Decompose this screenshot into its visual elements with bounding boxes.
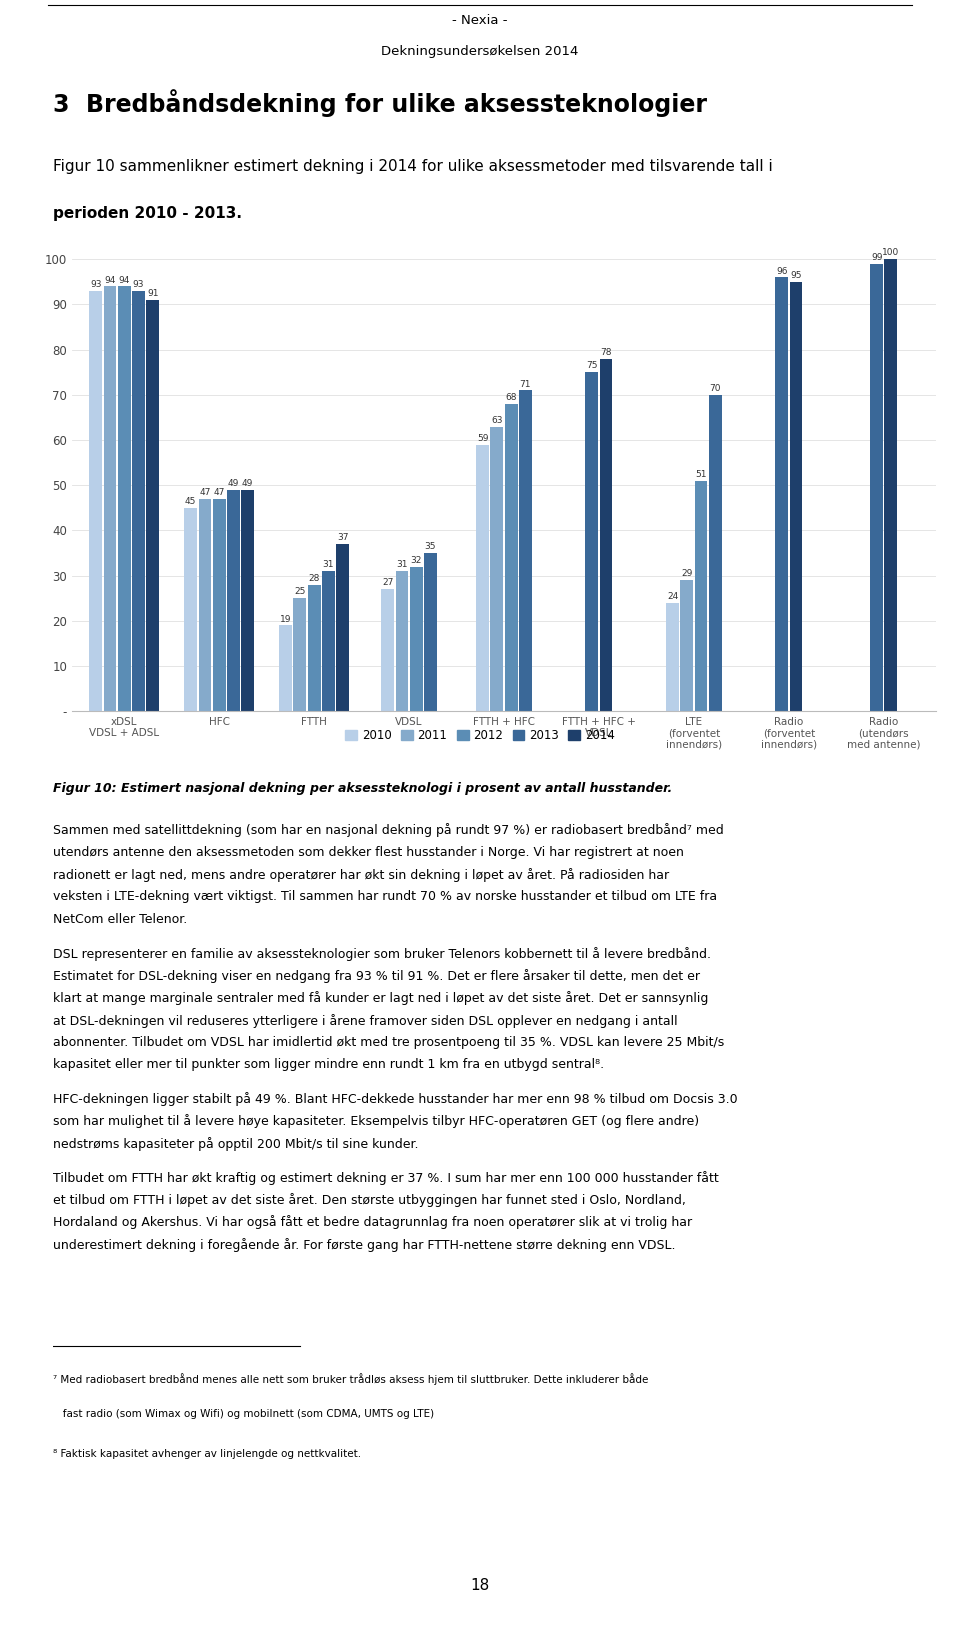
Bar bbox=[708, 396, 722, 711]
Text: 27: 27 bbox=[382, 579, 394, 587]
Text: 29: 29 bbox=[681, 569, 692, 579]
Text: 47: 47 bbox=[213, 487, 225, 497]
Bar bbox=[118, 286, 131, 711]
Text: klart at mange marginale sentraler med få kunder er lagt ned i løpet av det sist: klart at mange marginale sentraler med f… bbox=[53, 991, 708, 1006]
Text: NetCom eller Telenor.: NetCom eller Telenor. bbox=[53, 912, 187, 925]
Bar bbox=[336, 544, 349, 711]
Text: veksten i LTE-dekning vært viktigst. Til sammen har rundt 70 % av norske husstan: veksten i LTE-dekning vært viktigst. Til… bbox=[53, 891, 717, 904]
Bar bbox=[491, 427, 503, 711]
Bar bbox=[884, 260, 898, 711]
Text: Figur 10: Estimert nasjonal dekning per aksessteknologi i prosent av antall huss: Figur 10: Estimert nasjonal dekning per … bbox=[53, 782, 672, 795]
Text: utendørs antenne den aksessmetoden som dekker flest husstander i Norge. Vi har r: utendørs antenne den aksessmetoden som d… bbox=[53, 845, 684, 858]
Text: 78: 78 bbox=[600, 348, 612, 356]
Bar bbox=[666, 603, 679, 711]
Text: Figur 10 sammenlikner estimert dekning i 2014 for ulike aksessmetoder med tilsva: Figur 10 sammenlikner estimert dekning i… bbox=[53, 159, 773, 173]
Text: 37: 37 bbox=[337, 533, 348, 543]
Bar bbox=[519, 391, 532, 711]
Bar bbox=[322, 571, 335, 711]
Text: 24: 24 bbox=[667, 592, 678, 602]
Text: 91: 91 bbox=[147, 289, 158, 298]
Text: som har mulighet til å levere høye kapasiteter. Eksempelvis tilbyr HFC-operatøre: som har mulighet til å levere høye kapas… bbox=[53, 1115, 699, 1128]
Text: 28: 28 bbox=[308, 574, 320, 582]
Text: 96: 96 bbox=[776, 267, 787, 276]
Legend: 2010, 2011, 2012, 2013, 2014: 2010, 2011, 2012, 2013, 2014 bbox=[341, 724, 619, 747]
Bar bbox=[184, 508, 197, 711]
Bar bbox=[199, 499, 211, 711]
Bar bbox=[681, 580, 693, 711]
Bar bbox=[789, 281, 803, 711]
Bar bbox=[600, 358, 612, 711]
Bar bbox=[279, 625, 292, 711]
Bar bbox=[871, 263, 883, 711]
Bar bbox=[146, 299, 159, 711]
Text: nedstrøms kapasiteter på opptil 200 Mbit/s til sine kunder.: nedstrøms kapasiteter på opptil 200 Mbit… bbox=[53, 1136, 419, 1151]
Bar bbox=[213, 499, 226, 711]
Text: DSL representerer en familie av aksessteknologier som bruker Telenors kobbernett: DSL representerer en familie av aksesste… bbox=[53, 947, 710, 960]
Text: underestimert dekning i foregående år. For første gang har FTTH-nettene større d: underestimert dekning i foregående år. F… bbox=[53, 1238, 675, 1252]
Text: 31: 31 bbox=[396, 561, 408, 569]
Text: 70: 70 bbox=[709, 384, 721, 392]
Text: 45: 45 bbox=[185, 497, 197, 507]
Text: 31: 31 bbox=[323, 561, 334, 569]
Text: 93: 93 bbox=[132, 280, 144, 289]
Bar bbox=[396, 571, 408, 711]
Text: 95: 95 bbox=[790, 271, 802, 280]
Bar bbox=[132, 291, 145, 711]
Text: 75: 75 bbox=[586, 361, 597, 371]
Text: 35: 35 bbox=[424, 543, 436, 551]
Bar bbox=[294, 598, 306, 711]
Bar bbox=[505, 404, 517, 711]
Text: 93: 93 bbox=[90, 280, 102, 289]
Text: Dekningsundersøkelsen 2014: Dekningsundersøkelsen 2014 bbox=[381, 44, 579, 57]
Text: et tilbud om FTTH i løpet av det siste året. Den største utbyggingen har funnet : et tilbud om FTTH i løpet av det siste å… bbox=[53, 1194, 685, 1207]
Text: 100: 100 bbox=[882, 249, 900, 257]
Bar bbox=[776, 278, 788, 711]
Bar bbox=[424, 553, 437, 711]
Bar bbox=[381, 589, 395, 711]
Text: ⁸ Faktisk kapasitet avhenger av linjelengde og nettkvalitet.: ⁸ Faktisk kapasitet avhenger av linjelen… bbox=[53, 1449, 361, 1458]
Text: fast radio (som Wimax og Wifi) og mobilnett (som CDMA, UMTS og LTE): fast radio (som Wimax og Wifi) og mobiln… bbox=[53, 1409, 434, 1419]
Text: at DSL-dekningen vil reduseres ytterligere i årene framover siden DSL opplever e: at DSL-dekningen vil reduseres ytterlige… bbox=[53, 1014, 678, 1028]
Text: ⁷ Med radiobasert bredbånd menes alle nett som bruker trådløs aksess hjem til sl: ⁷ Med radiobasert bredbånd menes alle ne… bbox=[53, 1373, 648, 1385]
Bar bbox=[695, 481, 708, 711]
Text: radionett er lagt ned, mens andre operatører har økt sin dekning i løpet av året: radionett er lagt ned, mens andre operat… bbox=[53, 868, 669, 881]
Text: 49: 49 bbox=[242, 479, 253, 487]
Text: - Nexia -: - Nexia - bbox=[452, 15, 508, 28]
Text: Hordaland og Akershus. Vi har også fått et bedre datagrunnlag fra noen operatøre: Hordaland og Akershus. Vi har også fått … bbox=[53, 1215, 692, 1230]
Bar bbox=[89, 291, 102, 711]
Bar bbox=[241, 490, 254, 711]
Text: 51: 51 bbox=[695, 469, 707, 479]
Text: abonnenter. Tilbudet om VDSL har imidlertid økt med tre prosentpoeng til 35 %. V: abonnenter. Tilbudet om VDSL har imidler… bbox=[53, 1037, 724, 1050]
Text: Tilbudet om FTTH har økt kraftig og estimert dekning er 37 %. I sum har mer enn : Tilbudet om FTTH har økt kraftig og esti… bbox=[53, 1171, 718, 1185]
Text: 25: 25 bbox=[294, 587, 305, 597]
Bar bbox=[308, 585, 321, 711]
Text: 94: 94 bbox=[118, 276, 130, 284]
Text: 18: 18 bbox=[470, 1578, 490, 1594]
Text: 99: 99 bbox=[871, 253, 882, 262]
Text: 49: 49 bbox=[228, 479, 239, 487]
Text: perioden 2010 - 2013.: perioden 2010 - 2013. bbox=[53, 206, 242, 221]
Bar bbox=[227, 490, 240, 711]
Text: 59: 59 bbox=[477, 433, 489, 443]
Text: HFC-dekningen ligger stabilt på 49 %. Blant HFC-dekkede husstander har mer enn 9: HFC-dekningen ligger stabilt på 49 %. Bl… bbox=[53, 1092, 737, 1107]
Text: 68: 68 bbox=[505, 392, 516, 402]
Text: 47: 47 bbox=[200, 487, 210, 497]
Text: 3  Bredbåndsdekning for ulike aksessteknologier: 3 Bredbåndsdekning for ulike aksesstekno… bbox=[53, 88, 707, 118]
Bar bbox=[104, 286, 116, 711]
Text: 63: 63 bbox=[492, 415, 503, 425]
Text: kapasitet eller mer til punkter som ligger mindre enn rundt 1 km fra en utbygd s: kapasitet eller mer til punkter som ligg… bbox=[53, 1058, 604, 1071]
Bar bbox=[586, 373, 598, 711]
Bar bbox=[476, 445, 489, 711]
Text: 71: 71 bbox=[519, 379, 531, 389]
Bar bbox=[410, 567, 422, 711]
Text: 19: 19 bbox=[280, 615, 292, 623]
Text: 94: 94 bbox=[105, 276, 115, 284]
Text: 32: 32 bbox=[411, 556, 421, 564]
Text: Sammen med satellittdekning (som har en nasjonal dekning på rundt 97 %) er radio: Sammen med satellittdekning (som har en … bbox=[53, 824, 724, 837]
Text: Estimatet for DSL-dekning viser en nedgang fra 93 % til 91 %. Det er flere årsak: Estimatet for DSL-dekning viser en nedga… bbox=[53, 970, 700, 983]
